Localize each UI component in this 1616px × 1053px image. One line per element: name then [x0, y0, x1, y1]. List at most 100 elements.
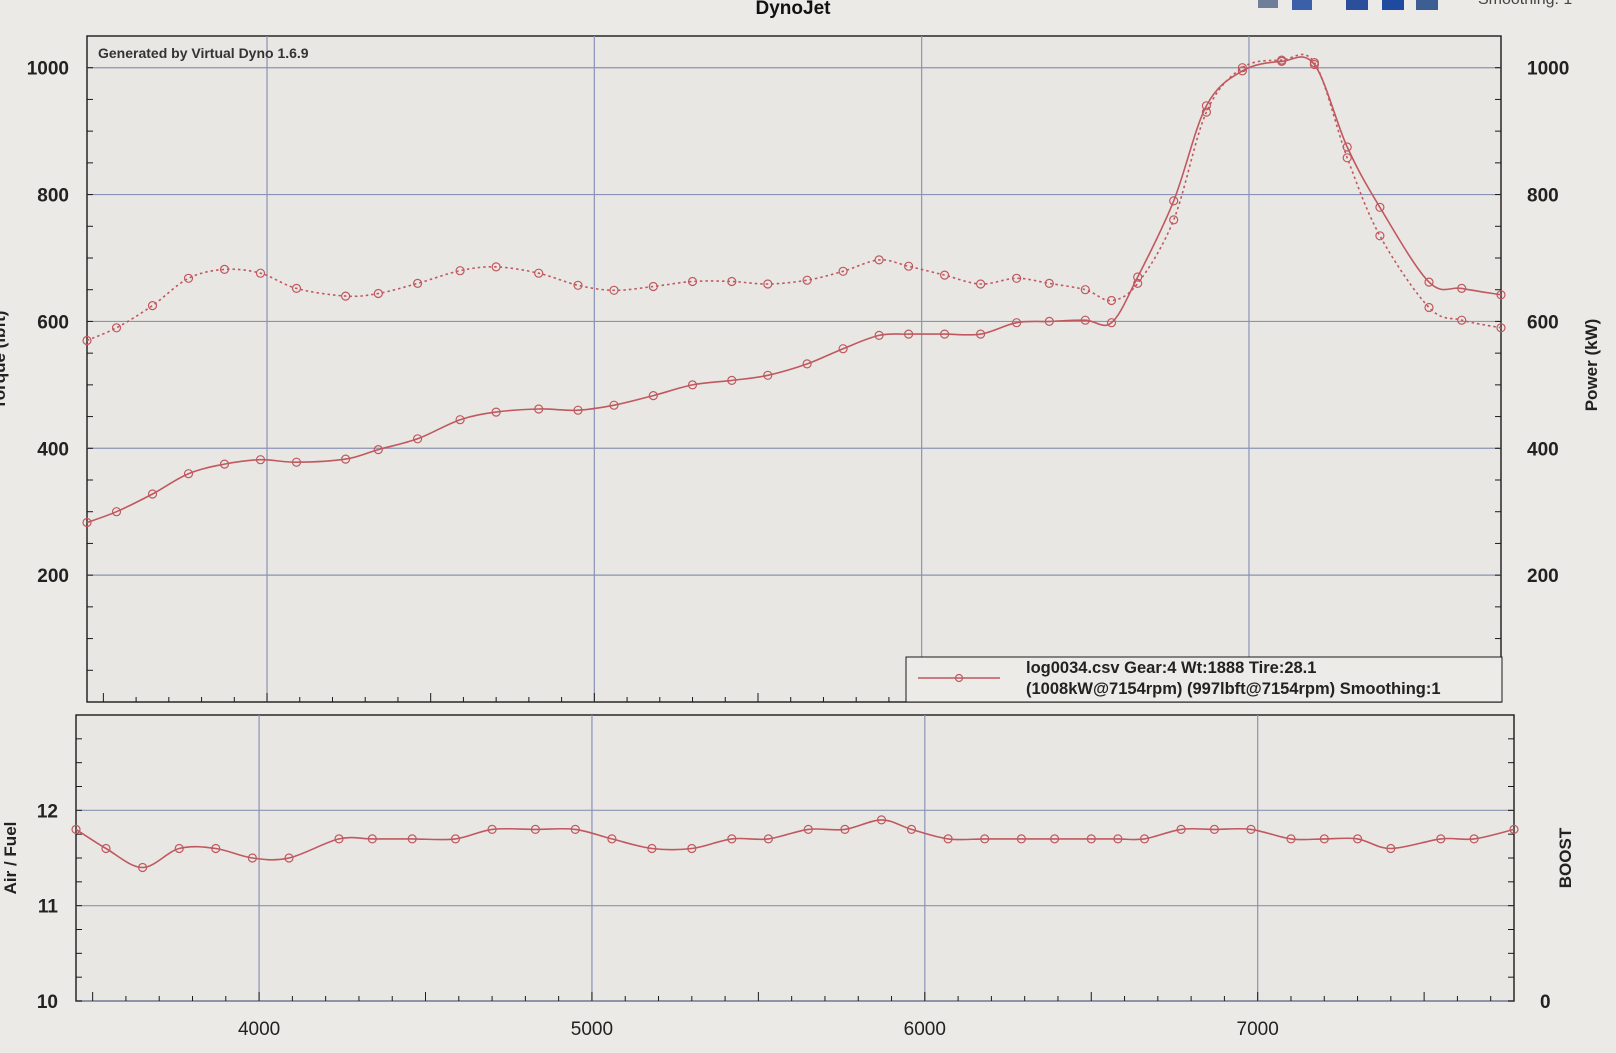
top-series-1-point [573, 405, 583, 415]
top-series-0-point [939, 270, 950, 280]
bottom-series-0-point [1016, 834, 1027, 844]
bottom-series-0-point [1086, 834, 1096, 844]
top-y-right-tick-label: 1000 [1527, 59, 1569, 80]
top-series-1-point [1309, 59, 1320, 70]
top-series-1-point [1237, 66, 1248, 76]
top-series-1-point [687, 380, 698, 390]
top-series-0-point [1496, 323, 1506, 333]
top-series-0-point [147, 301, 158, 311]
legend: log0034.csv Gear:4 Wt:1888 Tire:28.1 (10… [905, 656, 1503, 703]
top-series-1-point [609, 400, 619, 410]
top-series-0-point [727, 276, 737, 287]
top-series-1-point [763, 370, 773, 380]
top-series-1-point [373, 445, 383, 455]
top-series-0-point [763, 279, 773, 289]
bottom-series-0-point [803, 824, 813, 835]
bottom-series-0-point [71, 824, 81, 835]
legend-swatch-marker [954, 673, 964, 683]
top-series-0-point [975, 279, 986, 289]
zoom-icon[interactable] [1258, 0, 1278, 8]
bottom-series-0-point [570, 824, 580, 835]
top-series-1-point [111, 507, 122, 517]
bottom-series-0-point [1436, 834, 1446, 844]
top-series-1-point [455, 415, 465, 425]
bottom-plot-area [75, 714, 1515, 1002]
bottom-x-tick-label: 7000 [1237, 1019, 1279, 1040]
bottom-series-0-point [1386, 843, 1396, 854]
bottom-y-right-tick-label: 0 [1540, 992, 1551, 1013]
top-series-0-point [573, 280, 583, 290]
top-series-0-point [903, 261, 914, 271]
top-series-1-point [1169, 196, 1179, 206]
bottom-series-0-line [75, 819, 1515, 869]
save-icon[interactable] [1382, 0, 1404, 10]
bottom-series-0-point [487, 824, 497, 835]
bottom-series-0-point [943, 834, 953, 844]
air-fuel-axis-title: Air / Fuel [1, 822, 20, 895]
bottom-series-0-point [1286, 834, 1296, 844]
settings-icon[interactable] [1416, 0, 1438, 10]
top-y-left-tick-label: 1000 [27, 59, 69, 80]
top-y-left-tick-label: 800 [37, 186, 69, 207]
bottom-series-0-point [876, 815, 887, 825]
bottom-series-0-point [980, 834, 990, 844]
bottom-x-tick-label: 5000 [571, 1019, 613, 1040]
top-series-0-line [86, 53, 1502, 342]
top-series-1-point [1133, 272, 1143, 282]
top-series-0-point [1457, 315, 1467, 325]
top-series-1-point [1080, 315, 1090, 325]
toolbar-icons[interactable] [1258, 0, 1438, 10]
top-series-1-point [82, 517, 92, 528]
bottom-series-0-point [906, 824, 917, 835]
top-series-1-line [86, 56, 1502, 524]
bottom-series-0-point [247, 853, 257, 863]
window-title: DynoJet [756, 0, 832, 19]
bottom-series-0-point [1469, 834, 1479, 844]
left-axis-title: Torque (lbft) [0, 311, 9, 410]
top-series-1-point [1496, 290, 1506, 300]
bottom-series-0-point [284, 853, 294, 863]
bottom-series-0-point [1246, 824, 1256, 835]
boost-axis-title: BOOST [1556, 827, 1575, 888]
top-series-0-point [111, 323, 122, 333]
top-series-0-point [1342, 153, 1352, 163]
watermark-text: Generated by Virtual Dyno 1.6.9 [98, 45, 309, 61]
top-y-left-tick-label: 400 [37, 439, 69, 460]
pause-icon[interactable] [1292, 0, 1312, 10]
top-series-0-point [341, 291, 351, 301]
bottom-series-0-point [138, 862, 148, 873]
top-series-0-point [648, 281, 658, 292]
bottom-y-left-tick-label: 11 [38, 897, 59, 918]
top-series-1-point [1044, 316, 1054, 326]
bottom-series-0-point [450, 834, 461, 844]
legend-line-2: (1008kW@7154rpm) (997lbft@7154rpm) Smoot… [1026, 680, 1441, 698]
right-axis-title: Power (kW) [1582, 319, 1601, 412]
bottom-series-0-point [1319, 834, 1329, 844]
top-series-0-point [219, 264, 230, 274]
top-series-0-point [1375, 231, 1385, 241]
top-series-0-point [1169, 215, 1179, 225]
bottom-series-0-point [1509, 824, 1519, 835]
top-y-right-tick-label: 400 [1527, 439, 1559, 460]
top-series-1-point [147, 489, 158, 499]
bottom-series-0-point [367, 834, 377, 844]
top-series-1-point [648, 391, 658, 401]
bottom-y-left-tick-label: 12 [37, 801, 58, 822]
top-series-1-point [491, 407, 501, 417]
top-y-left-tick-label: 200 [37, 566, 69, 587]
bottom-series-0-point [1176, 824, 1186, 835]
print-icon[interactable] [1346, 0, 1368, 10]
top-y-right-tick-label: 600 [1527, 312, 1559, 333]
top-series-1-point [727, 375, 737, 385]
top-series-1-point [1106, 318, 1117, 328]
bottom-series-0-point [334, 834, 344, 844]
top-series-0-point [373, 288, 383, 299]
top-series-1-point [291, 457, 302, 467]
bottom-series-0-point [687, 843, 697, 854]
top-series-0-point [255, 268, 266, 278]
bottom-series-0-point [647, 843, 657, 854]
top-series-0-point [1201, 107, 1212, 117]
top-y-right-tick-label: 200 [1527, 566, 1559, 587]
top-series-0-point [413, 278, 423, 288]
